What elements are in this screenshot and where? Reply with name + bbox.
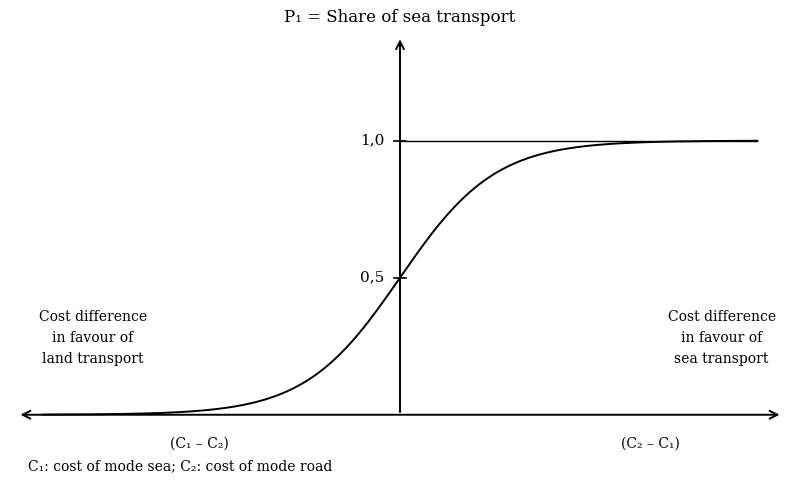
Text: Cost difference
in favour of
sea transport: Cost difference in favour of sea transpo… bbox=[667, 310, 776, 365]
Text: Cost difference
in favour of
land transport: Cost difference in favour of land transp… bbox=[38, 310, 146, 365]
Text: C₁: cost of mode sea; C₂: cost of mode road: C₁: cost of mode sea; C₂: cost of mode r… bbox=[28, 459, 332, 473]
Text: (C₁ – C₂): (C₁ – C₂) bbox=[170, 437, 230, 451]
Text: 0,5: 0,5 bbox=[360, 271, 384, 285]
Text: (C₂ – C₁): (C₂ – C₁) bbox=[621, 437, 679, 451]
Text: P₁ = Share of sea transport: P₁ = Share of sea transport bbox=[284, 9, 516, 26]
Text: 1,0: 1,0 bbox=[360, 134, 384, 147]
